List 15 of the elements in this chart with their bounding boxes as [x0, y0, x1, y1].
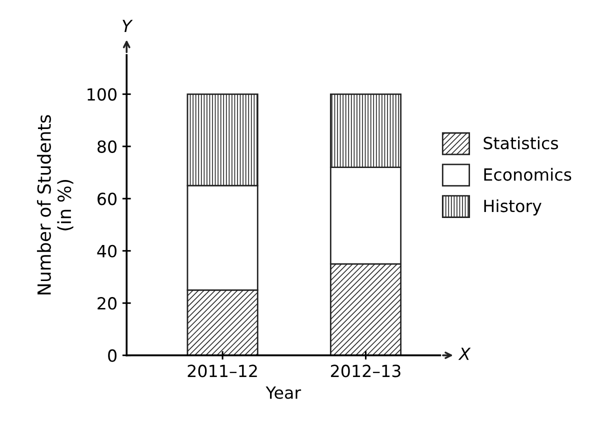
- y-tick-label: 0: [108, 349, 116, 362]
- legend-label: Economics: [484, 168, 572, 181]
- x-axis-title: Year: [266, 386, 302, 399]
- legend-label: Statistics: [484, 136, 558, 150]
- text: X: [458, 348, 471, 360]
- y-tick-label: 20: [98, 297, 116, 310]
- x-tick-label: 2011–12: [188, 364, 257, 378]
- y-tick-label: 60: [98, 192, 116, 206]
- text: Y: [122, 20, 133, 32]
- x-tick-label: 2012–13: [330, 364, 400, 378]
- y-axis-title: Number of Students (in %): [36, 115, 74, 294]
- y-tick-label: 40: [97, 244, 116, 258]
- legend-label: History: [484, 199, 542, 216]
- y-tick-label: 80: [98, 140, 116, 153]
- y-tick-label: 100: [88, 88, 116, 101]
